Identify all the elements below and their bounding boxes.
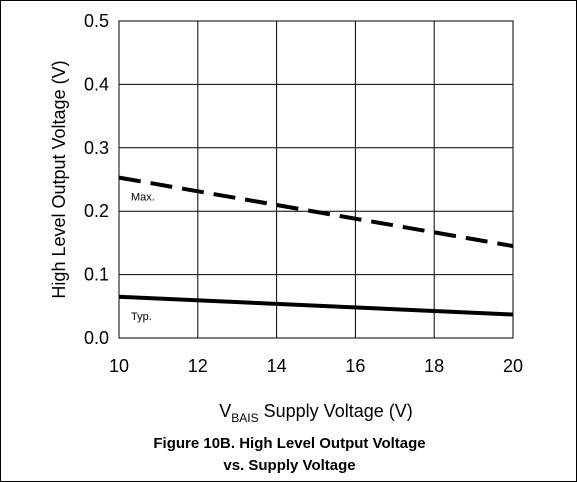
x-axis-label-main: V [219, 401, 231, 421]
series-line-max [118, 175, 514, 249]
x-tick-label: 14 [267, 356, 287, 376]
series-label-typ: Typ. [131, 311, 152, 323]
plot-area-border [118, 20, 514, 339]
x-tick-labels: 10 12 14 16 18 20 [109, 356, 523, 376]
x-tick-label: 18 [424, 356, 444, 376]
y-tick-label: 0.1 [84, 265, 109, 285]
y-tick-label: 0.2 [84, 201, 109, 221]
y-axis-label: High Level Output Voltage (V) [49, 60, 69, 298]
chart-grid [118, 20, 514, 339]
figure-caption-line-1: Figure 10B. High Level Output Voltage [153, 435, 426, 452]
x-tick-label: 12 [188, 356, 208, 376]
series-label-max: Max. [131, 192, 155, 204]
series-line-typ [118, 294, 514, 317]
y-tick-label: 0.0 [84, 328, 109, 348]
line-chart: 0.0 0.1 0.2 0.3 0.4 0.5 10 12 14 16 18 20 Max. Typ.… [49, 11, 523, 425]
x-tick-label: 10 [109, 356, 129, 376]
x-tick-label: 16 [345, 356, 365, 376]
x-axis-label-subscript: BAIS [231, 411, 258, 425]
x-axis-label: VBAIS Supply Voltage (V) [219, 401, 412, 425]
x-tick-label: 20 [503, 356, 523, 376]
figure-caption-line-2: vs. Supply Voltage [223, 457, 356, 474]
x-axis-label-rest: Supply Voltage (V) [259, 401, 413, 421]
series-lines: Max. Typ. [118, 175, 514, 323]
y-tick-label: 0.4 [84, 74, 109, 94]
y-tick-label: 0.3 [84, 138, 109, 158]
y-tick-labels: 0.0 0.1 0.2 0.3 0.4 0.5 [84, 11, 109, 348]
y-tick-label: 0.5 [84, 11, 109, 31]
